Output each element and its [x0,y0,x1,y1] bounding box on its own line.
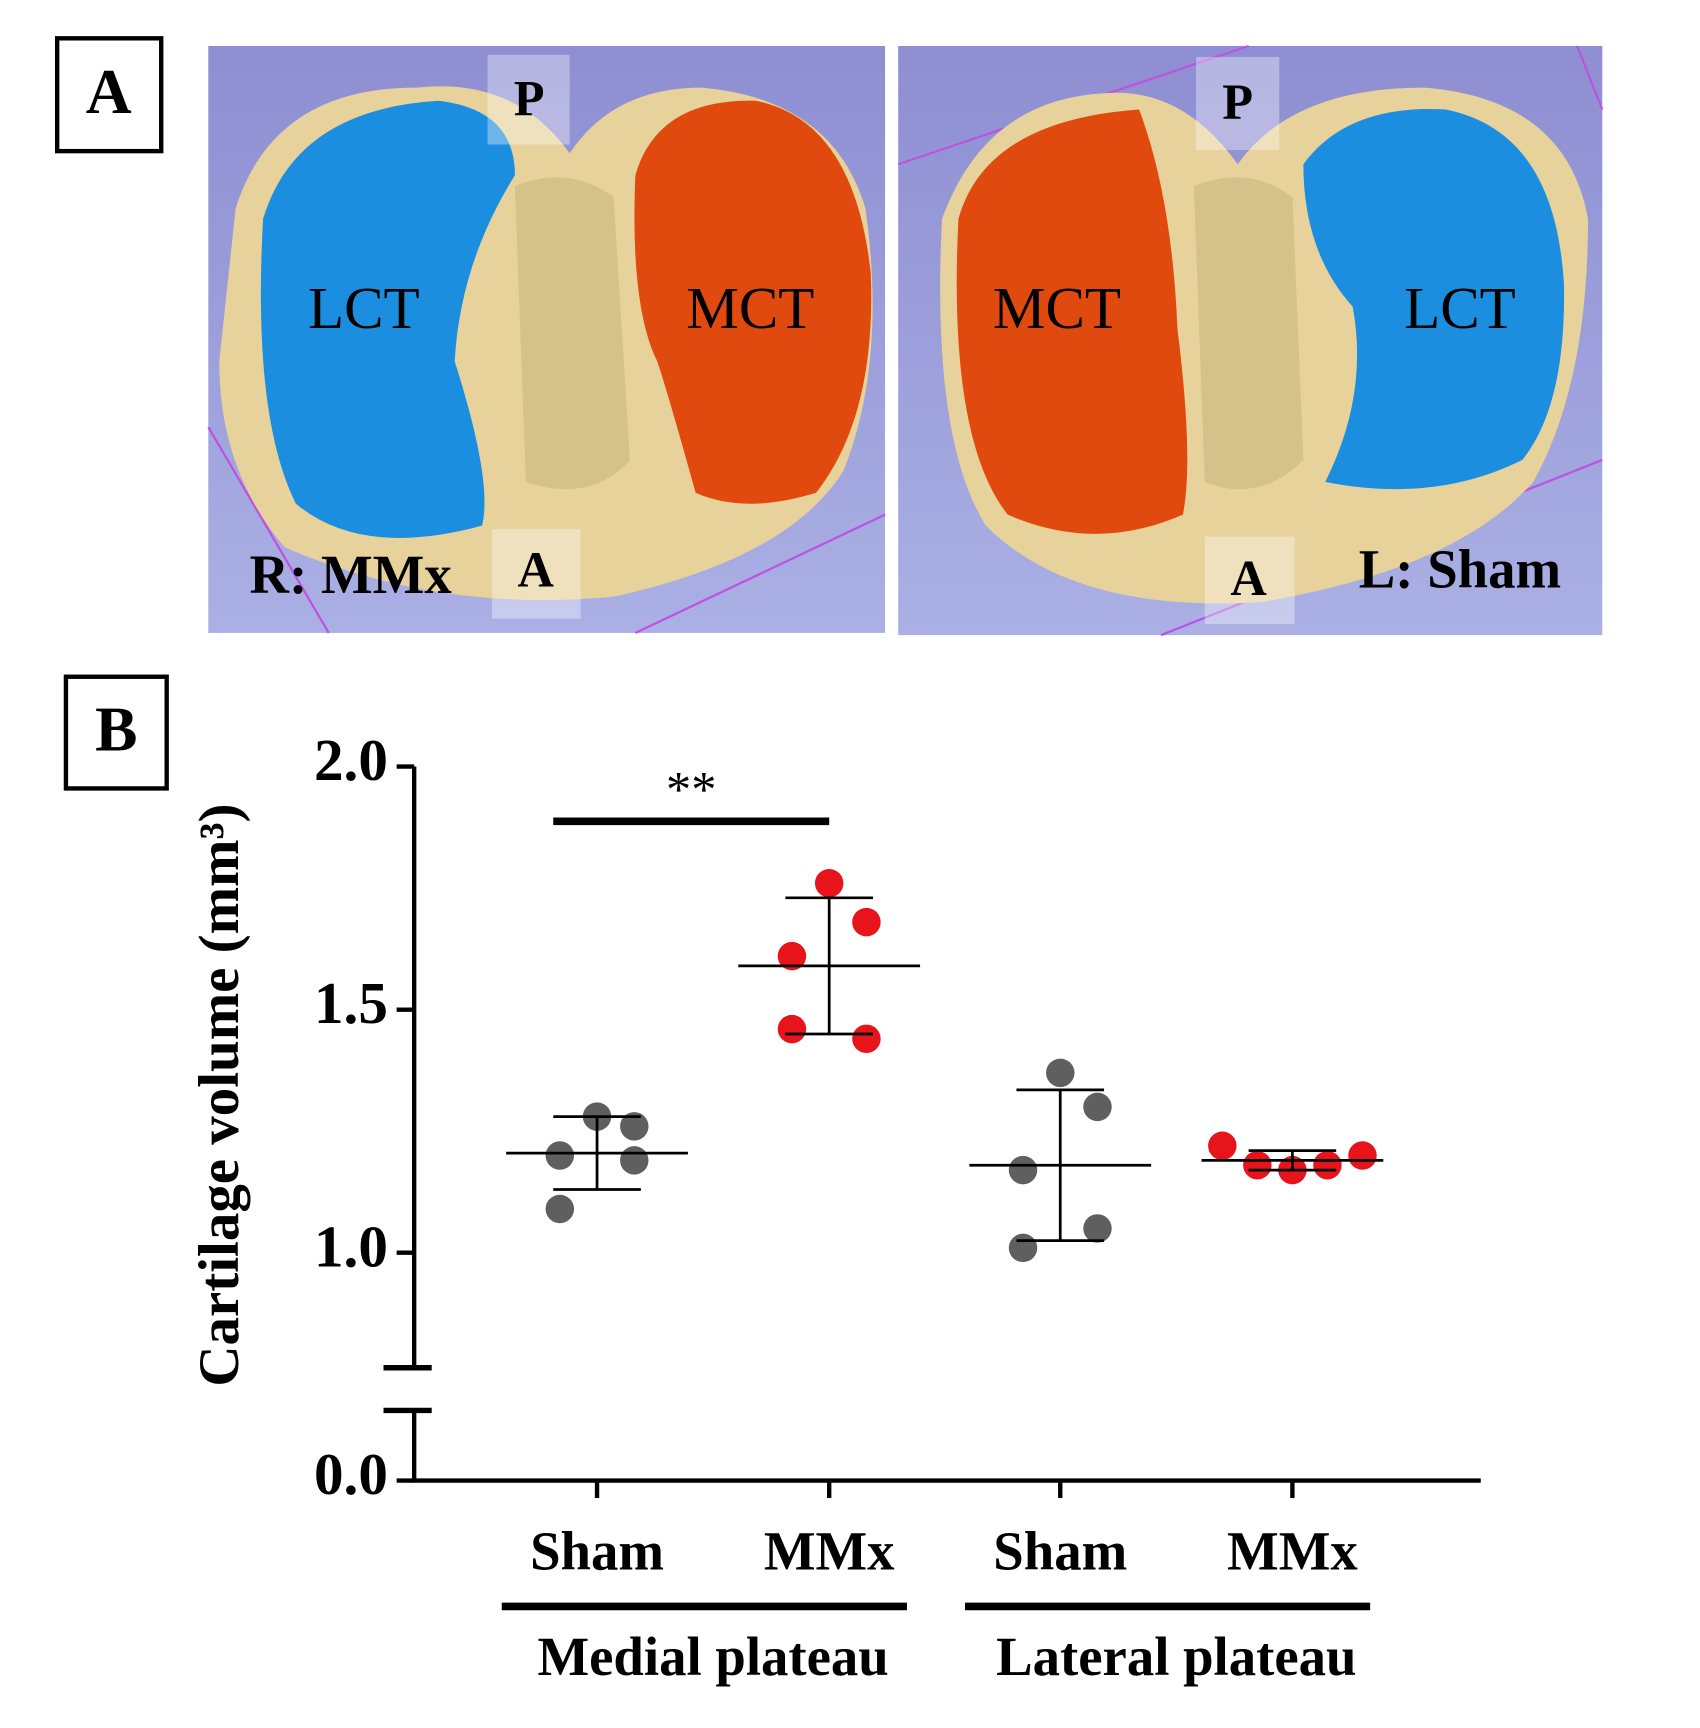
render-right [897,44,1604,637]
data-point [852,907,881,937]
y-axis-label: Cartilage volume (mm³) [188,804,251,1387]
data-point [1243,1150,1272,1180]
data-point [1008,1233,1038,1263]
side-label: L: Sham [1359,538,1561,599]
panel-label-box [63,674,169,791]
region-label: LCT [1404,275,1516,341]
data-point [814,868,844,898]
data-point [1083,1214,1112,1243]
data-point [777,941,807,971]
region-label: MCT [993,275,1121,341]
y-tick-label: 1.5 [314,970,388,1036]
orientation-label: A [518,541,554,597]
data-point [620,1146,649,1175]
x-tick-label: MMx [764,1521,895,1582]
data-point [1208,1131,1237,1161]
region-label: LCT [308,275,420,341]
orientation-label: P [1222,74,1253,130]
group-label: Medial plateau [537,1626,888,1687]
data-point [1313,1150,1342,1180]
panel-label: B [95,693,137,764]
data-point [1083,1092,1112,1122]
x-tick-label: Sham [993,1521,1127,1582]
data-point [852,1024,881,1054]
data-point [620,1112,649,1141]
y-tick-label: 2.0 [314,727,388,793]
x-tick-label: Sham [530,1521,664,1582]
y-tick-label: 0.0 [314,1441,388,1507]
panel-label: A [86,56,132,127]
region-label: MCT [686,275,814,341]
side-label: R: MMx [250,544,453,605]
orientation-label: A [1230,550,1266,606]
y-tick-label: 1.0 [314,1213,388,1279]
data-point [545,1194,575,1224]
data-point [777,1014,807,1044]
x-tick-label: MMx [1227,1521,1358,1582]
render-left [207,45,886,634]
data-point [545,1141,575,1170]
panel-label-box [54,36,164,154]
data-point [1046,1058,1075,1088]
orientation-label: P [514,71,545,127]
significance-label: ** [666,762,716,818]
data-point [1008,1155,1038,1185]
data-point [1348,1141,1377,1170]
group-label: Lateral plateau [996,1626,1356,1687]
